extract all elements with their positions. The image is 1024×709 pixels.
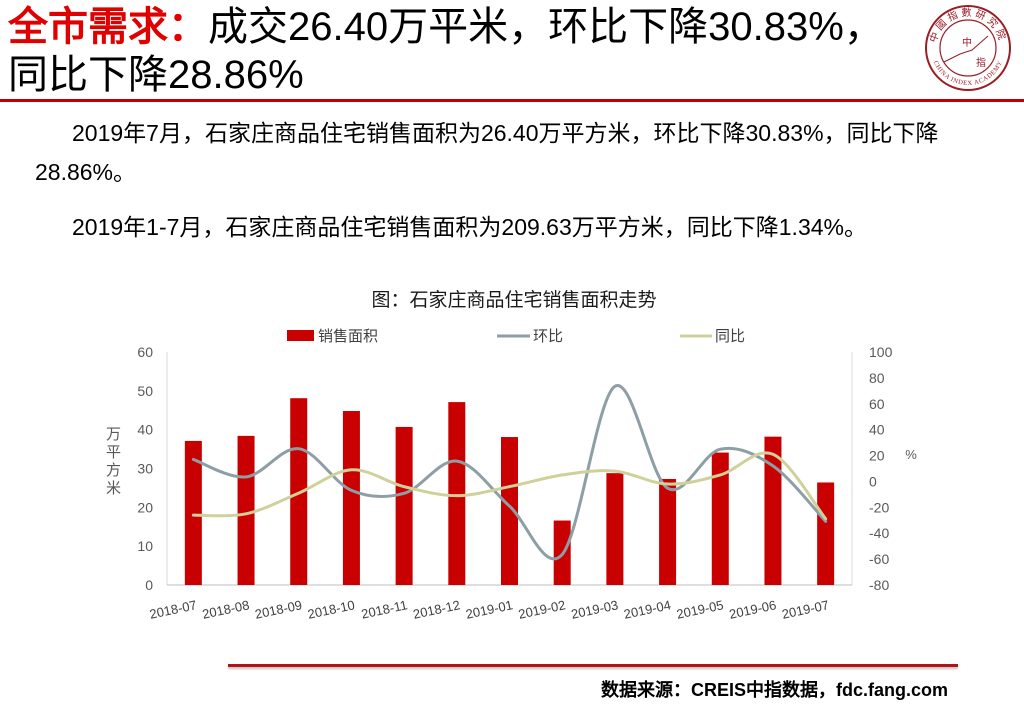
y-tick-label: 0 [145, 577, 153, 593]
y2-tick-label: 100 [869, 344, 893, 360]
point-2019-02 [560, 472, 565, 477]
paragraph-1-line-1: 2019年7月，石家庄商品住宅销售面积为26.40万平方米，环比下降30.83%… [72, 120, 939, 146]
x-tick-label: 2019-06 [728, 597, 778, 622]
y2-tick-label: -20 [869, 499, 889, 515]
title-line-2: 同比下降28.86% [8, 53, 304, 97]
x-tick-label: 2018-08 [201, 597, 251, 622]
y2-tick-label: 20 [869, 448, 885, 464]
logo-outer-ring [925, 5, 1011, 91]
point-2018-11 [402, 484, 407, 489]
bar-2019-05 [711, 452, 729, 585]
legend-swatch-sales-area [287, 330, 314, 341]
footer-rule [228, 664, 958, 667]
bar-2018-12 [448, 402, 466, 585]
x-tick-label: 2019-04 [622, 597, 672, 622]
logo-inner-ring [939, 19, 997, 77]
x-tick-label: 2019-02 [517, 597, 567, 622]
y2-tick-label: 60 [869, 396, 885, 412]
title-highlight: 全市需求： [8, 5, 208, 49]
point-2018-10 [349, 488, 354, 493]
point-2019-01 [507, 504, 512, 509]
point-2019-05 [718, 472, 723, 477]
logo-center-char-2: 指 [976, 56, 986, 69]
series-line [191, 384, 828, 561]
point-2019-06 [770, 452, 775, 457]
point-2018-11 [402, 491, 407, 496]
paragraph-2: 2019年1-7月，石家庄商品住宅销售面积为209.63万平方米，同比下降1.3… [72, 214, 867, 240]
line-series-2 [191, 451, 828, 521]
y2-tick-label: 40 [869, 422, 885, 438]
y-tick-label: 10 [137, 538, 153, 554]
title-line-1: 全市需求：成交26.40万平米，环比下降30.83%， [8, 3, 884, 51]
point-2018-12 [454, 493, 459, 498]
legend-label-yoy: 同比 [715, 328, 745, 345]
y2-tick-label: 80 [869, 370, 885, 386]
point-2019-03 [612, 384, 617, 389]
logo-diagonal-line [943, 35, 989, 63]
y2-axis-title: % [905, 447, 917, 462]
point-2018-08 [244, 511, 249, 516]
series-line [191, 451, 828, 521]
plot-area: 0 10 20 30 40 50 60 -80 -60 -40 -20 0 20 40 60 80 100 201… [137, 344, 892, 622]
y2-tick-label: -40 [869, 525, 889, 541]
y-axis-title: 万平方米 [104, 426, 121, 498]
y2-tick-label: -60 [869, 551, 889, 567]
point-2018-08 [244, 474, 249, 479]
point-2018-09 [296, 491, 301, 496]
bar-2018-11 [395, 426, 413, 585]
y-tick-label: 50 [137, 383, 153, 399]
x-tick-label: 2019-01 [464, 597, 514, 622]
title-rule [0, 99, 1024, 102]
x-tick-label: 2018-09 [254, 597, 304, 622]
bar-2018-08 [237, 435, 255, 585]
x-tick-label: 2018-10 [306, 597, 356, 622]
point-2018-12 [454, 459, 459, 464]
logo-center-char-1: 中 [962, 36, 972, 49]
x-tick-label: 2018-12 [412, 597, 462, 622]
china-index-academy-logo: 中國指數研究院 CHINA INDEX ACADEMY 中 指 [925, 5, 1011, 91]
point-2019-04 [665, 482, 670, 487]
point-2019-05 [718, 447, 723, 452]
x-tick-label: 2019-05 [675, 597, 725, 622]
line-series-1 [191, 384, 828, 561]
bar-series [184, 398, 835, 585]
y-tick-label: 60 [137, 344, 153, 360]
point-2019-07 [823, 516, 828, 521]
data-source: 数据来源：CREIS中指数据，fdc.fang.com [600, 680, 948, 700]
bar-2019-04 [659, 478, 677, 585]
chart-title: 图：石家庄商品住宅销售面积走势 [371, 289, 656, 311]
point-2019-02 [560, 552, 565, 557]
legend-label-sales-area: 销售面积 [318, 328, 378, 345]
x-tick-label: 2019-07 [780, 597, 830, 622]
bar-2018-07 [184, 440, 202, 585]
bar-2019-03 [606, 473, 624, 585]
point-2018-09 [296, 446, 301, 451]
sales-area-chart: 图：石家庄商品住宅销售面积走势 销售面积 环比 同比 % 0 10 20 30 40 50… [137, 289, 917, 622]
bar-2019-01 [501, 437, 518, 585]
x-tick-label: 2018-11 [360, 597, 409, 621]
point-2018-07 [191, 513, 196, 518]
title-line-1-text: 成交26.40万平米，环比下降30.83%， [208, 5, 884, 49]
y-tick-label: 40 [137, 422, 153, 438]
point-2018-10 [349, 467, 354, 472]
bar-2019-07 [817, 482, 835, 585]
y-tick-label: 20 [137, 499, 153, 515]
point-2019-03 [612, 469, 617, 474]
paragraph-1-line-2: 28.86%。 [35, 159, 137, 185]
point-2019-06 [770, 463, 775, 468]
y-tick-label: 30 [137, 461, 153, 477]
x-tick-label: 2019-03 [570, 597, 620, 622]
y2-tick-label: -80 [869, 577, 889, 593]
legend-label-mom: 环比 [533, 328, 563, 345]
point-2019-01 [507, 484, 512, 489]
y2-tick-label: 0 [869, 473, 877, 489]
x-tick-label: 2018-07 [148, 597, 198, 622]
bar-2019-06 [764, 436, 782, 585]
point-2018-07 [191, 457, 196, 462]
chart-legend: 销售面积 环比 同比 [287, 328, 745, 345]
bar-2018-10 [342, 411, 360, 585]
slide-title: 全市需求：成交26.40万平米，环比下降30.83%， 同比下降28.86% [8, 3, 884, 99]
logo-bottom-text: CHINA INDEX ACADEMY [932, 60, 1004, 87]
